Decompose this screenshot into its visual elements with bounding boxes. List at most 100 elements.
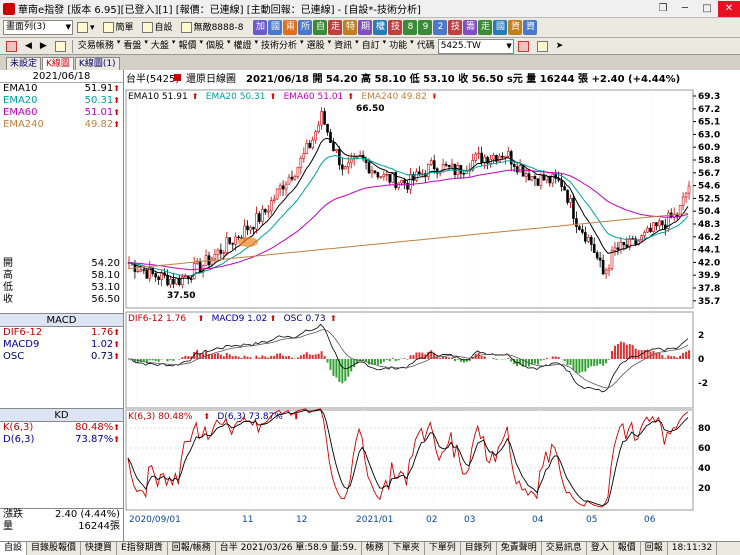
- status-item[interactable]: 免責聲明: [497, 542, 542, 555]
- invincible-layout-button[interactable]: 無敵8888-8: [177, 20, 248, 36]
- quick-key-button[interactable]: 2: [433, 20, 448, 35]
- price-tick: 44.1: [698, 246, 720, 256]
- quick-key-button[interactable]: 所: [298, 20, 313, 35]
- menu-item[interactable]: 資訊: [334, 41, 353, 51]
- candle-body: [403, 179, 406, 184]
- tab-kline-1[interactable]: K線圖(1): [74, 57, 120, 70]
- quick-key-button[interactable]: 技: [448, 20, 463, 35]
- candle-body: [444, 163, 448, 166]
- price-tick: 67.2: [698, 105, 720, 115]
- up-arrow-icon: ⬆: [113, 120, 120, 129]
- quick-key-button[interactable]: 自: [313, 20, 328, 35]
- quick-key-button[interactable]: 兩: [283, 20, 298, 35]
- quick-key-button[interactable]: 權: [373, 20, 388, 35]
- print-icon[interactable]: [51, 38, 70, 54]
- note-button[interactable]: ▾: [73, 20, 99, 36]
- status-item[interactable]: 下單列: [425, 542, 461, 555]
- candle-body: [275, 188, 279, 200]
- osc-bar: [688, 350, 691, 359]
- maximize-button[interactable]: □: [702, 2, 712, 14]
- candle-body: [160, 272, 163, 280]
- menu-item[interactable]: 報價: [178, 41, 197, 51]
- menu-item[interactable]: 選股: [306, 41, 325, 51]
- forward-icon[interactable]: ▶: [39, 41, 47, 51]
- candle-body: [498, 155, 501, 162]
- osc-bar: [584, 359, 587, 372]
- status-item[interactable]: 台半 2021/03/26 單:58.9 量:59.: [216, 542, 362, 555]
- menu-item[interactable]: 交易帳務: [77, 41, 114, 51]
- osc-bar: [453, 359, 456, 362]
- restore-icon[interactable]: ❐: [658, 2, 668, 14]
- quick-key-button[interactable]: 走: [478, 20, 493, 35]
- quick-key-button[interactable]: 走: [328, 20, 343, 35]
- menu-item[interactable]: 個股: [205, 41, 224, 51]
- osc-bar: [427, 351, 430, 359]
- tab-unset[interactable]: 未設定: [6, 57, 42, 70]
- osc-bar: [157, 359, 160, 362]
- status-item[interactable]: 目錄列: [461, 542, 497, 555]
- osc-bar: [166, 359, 169, 362]
- candle-body: [480, 152, 483, 164]
- status-item[interactable]: E指發期貨: [117, 542, 168, 555]
- quick-key-button[interactable]: 特: [343, 20, 358, 35]
- quick-key-button[interactable]: 資: [523, 20, 538, 35]
- status-item[interactable]: 目錄股報價: [27, 542, 82, 555]
- status-item[interactable]: 快捷買: [81, 542, 118, 555]
- quick-key-button[interactable]: 籌: [463, 20, 478, 35]
- osc-bar: [133, 359, 136, 362]
- candle-body: [148, 267, 152, 279]
- custom-layout-button[interactable]: 自設: [138, 20, 177, 36]
- stock-mark-icon: [174, 74, 181, 81]
- status-item[interactable]: 帳務: [362, 542, 389, 555]
- menu-item[interactable]: 大盤: [150, 41, 169, 51]
- quick-key-button[interactable]: 9: [418, 20, 433, 35]
- menu-item[interactable]: 看盤: [123, 41, 142, 51]
- quick-key-button[interactable]: 國: [268, 20, 283, 35]
- menu-item[interactable]: 權證: [233, 41, 252, 51]
- osc-bar: [273, 355, 276, 359]
- technical-chart[interactable]: 台半(5425) 還原日線圖 2021/06/18 開 54.20 高 58.10 …: [124, 70, 740, 541]
- osc-bar: [415, 352, 418, 359]
- osc-bar: [554, 356, 557, 359]
- status-item[interactable]: 交易訊息: [542, 542, 587, 555]
- layout-combo[interactable]: 畫面列(3) ▼: [3, 20, 73, 35]
- osc-bar: [184, 355, 187, 359]
- quick-key-button[interactable]: 8: [403, 20, 418, 35]
- osc-bar: [187, 356, 190, 359]
- chart-canvas[interactable]: 台半(5425) 還原日線圖 2021/06/18 開 54.20 高 58.10 …: [124, 70, 740, 541]
- osc-bar: [572, 359, 575, 370]
- osc-bar: [320, 351, 323, 359]
- tool-icon[interactable]: [533, 38, 552, 54]
- stock-code-input[interactable]: 5425.TW ▼: [437, 38, 514, 54]
- search-icon[interactable]: [514, 38, 533, 54]
- candle-body: [589, 236, 593, 245]
- osc-bar: [581, 359, 584, 372]
- status-item[interactable]: 回報/帳務: [168, 542, 216, 555]
- osc-bar: [288, 355, 291, 359]
- back-icon[interactable]: ◀: [25, 41, 32, 51]
- home-icon[interactable]: [2, 38, 21, 54]
- simple-layout-button[interactable]: 簡單: [99, 20, 138, 36]
- quick-key-button[interactable]: 期: [358, 20, 373, 35]
- menu-item[interactable]: 功能: [389, 41, 408, 51]
- status-item[interactable]: 下單夾: [389, 542, 425, 555]
- osc-bar: [338, 359, 341, 382]
- status-item[interactable]: 自設: [0, 542, 28, 555]
- quick-key-button[interactable]: 技: [388, 20, 403, 35]
- tab-kline[interactable]: K線圖: [42, 57, 74, 70]
- osc-bar: [439, 357, 442, 359]
- menu-item[interactable]: 技術分析: [261, 41, 298, 51]
- osc-bar: [495, 359, 498, 360]
- candle-body: [652, 222, 655, 232]
- menu-item[interactable]: 自訂: [361, 41, 380, 51]
- quick-key-button[interactable]: 加: [253, 20, 268, 35]
- kd-tick: 20: [698, 484, 711, 494]
- minimize-button[interactable]: ─: [681, 2, 689, 14]
- up-arrow-icon: ⬆: [203, 412, 210, 421]
- quick-key-button[interactable]: 國: [493, 20, 508, 35]
- close-button[interactable]: ✕: [718, 0, 740, 17]
- candle-body: [539, 174, 543, 186]
- pointer-icon[interactable]: ➤: [555, 41, 564, 51]
- quick-key-button[interactable]: 資: [508, 20, 523, 35]
